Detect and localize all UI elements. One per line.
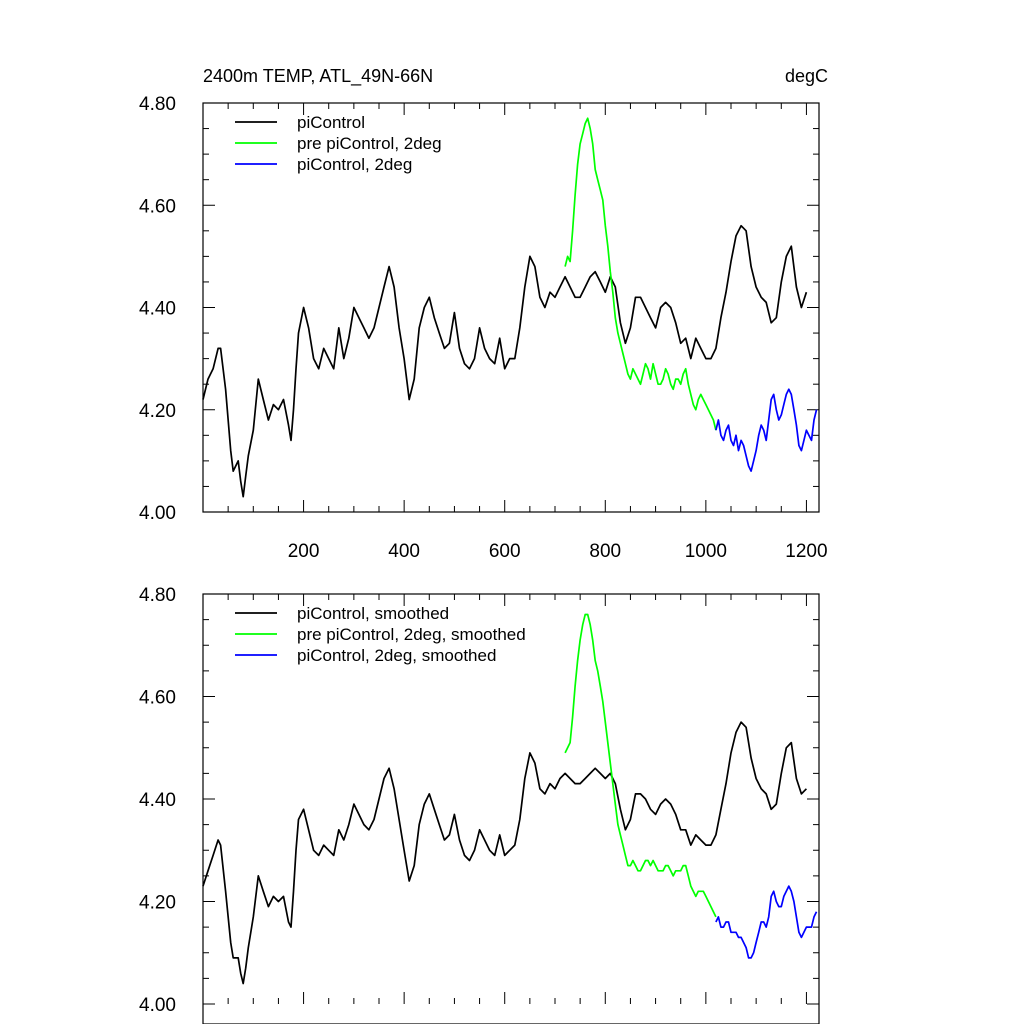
bottom-legend-label-2: piControl, 2deg, smoothed — [297, 646, 496, 665]
top-xtick-label-1: 400 — [388, 541, 420, 562]
top-axis-ticks: 4.00 4.20 4.40 4.60 4.80 200 400 600 800 1000 1200 — [139, 94, 828, 562]
bottom-ytick-label-4: 4.80 — [139, 585, 176, 606]
bottom-ytick-label-1: 4.20 — [139, 893, 176, 914]
top-series-lines — [202, 117, 818, 498]
bottom-series-line-1 — [564, 613, 717, 918]
panel-title: 2400m TEMP, ATL_49N-66N — [203, 66, 433, 87]
top-ytick-label-3: 4.60 — [139, 196, 176, 217]
top-legend-label-1: pre piControl, 2deg — [297, 134, 442, 153]
bottom-series-lines — [202, 613, 818, 985]
top-legend: piControl pre piControl, 2deg piControl, 2… — [235, 113, 442, 174]
bottom-series-line-0 — [202, 721, 808, 985]
bottom-ytick-label-3: 4.60 — [139, 688, 176, 709]
top-xtick-label-2: 600 — [489, 541, 521, 562]
top-xtick-label-5: 1200 — [785, 541, 827, 562]
bottom-plot-frame — [202, 593, 820, 1024]
bottom-ytick-label-0: 4.00 — [139, 995, 176, 1016]
bottom-legend: piControl, smoothed pre piControl, 2deg, … — [235, 604, 526, 665]
top-ytick-label-1: 4.20 — [139, 401, 176, 422]
bottom-legend-label-0: piControl, smoothed — [297, 604, 449, 623]
bottom-axis-ticks: 4.00 4.20 4.40 4.60 4.80 — [139, 585, 819, 1016]
top-series-line-1 — [564, 117, 717, 431]
top-xtick-label-3: 800 — [589, 541, 621, 562]
units-label: degC — [785, 66, 828, 86]
bottom-ytick-label-2: 4.40 — [139, 790, 176, 811]
top-legend-label-0: piControl — [297, 113, 365, 132]
top-ytick-label-4: 4.80 — [139, 94, 176, 115]
top-xtick-label-0: 200 — [288, 541, 320, 562]
top-xtick-label-4: 1000 — [685, 541, 727, 562]
top-ytick-label-0: 4.00 — [139, 503, 176, 524]
top-series-line-0 — [202, 224, 808, 498]
bottom-series-line-2 — [715, 885, 818, 959]
top-ytick-label-2: 4.40 — [139, 299, 176, 320]
bottom-legend-label-1: pre piControl, 2deg, smoothed — [297, 625, 526, 644]
top-legend-label-2: piControl, 2deg — [297, 155, 412, 174]
top-series-line-2 — [715, 388, 818, 472]
